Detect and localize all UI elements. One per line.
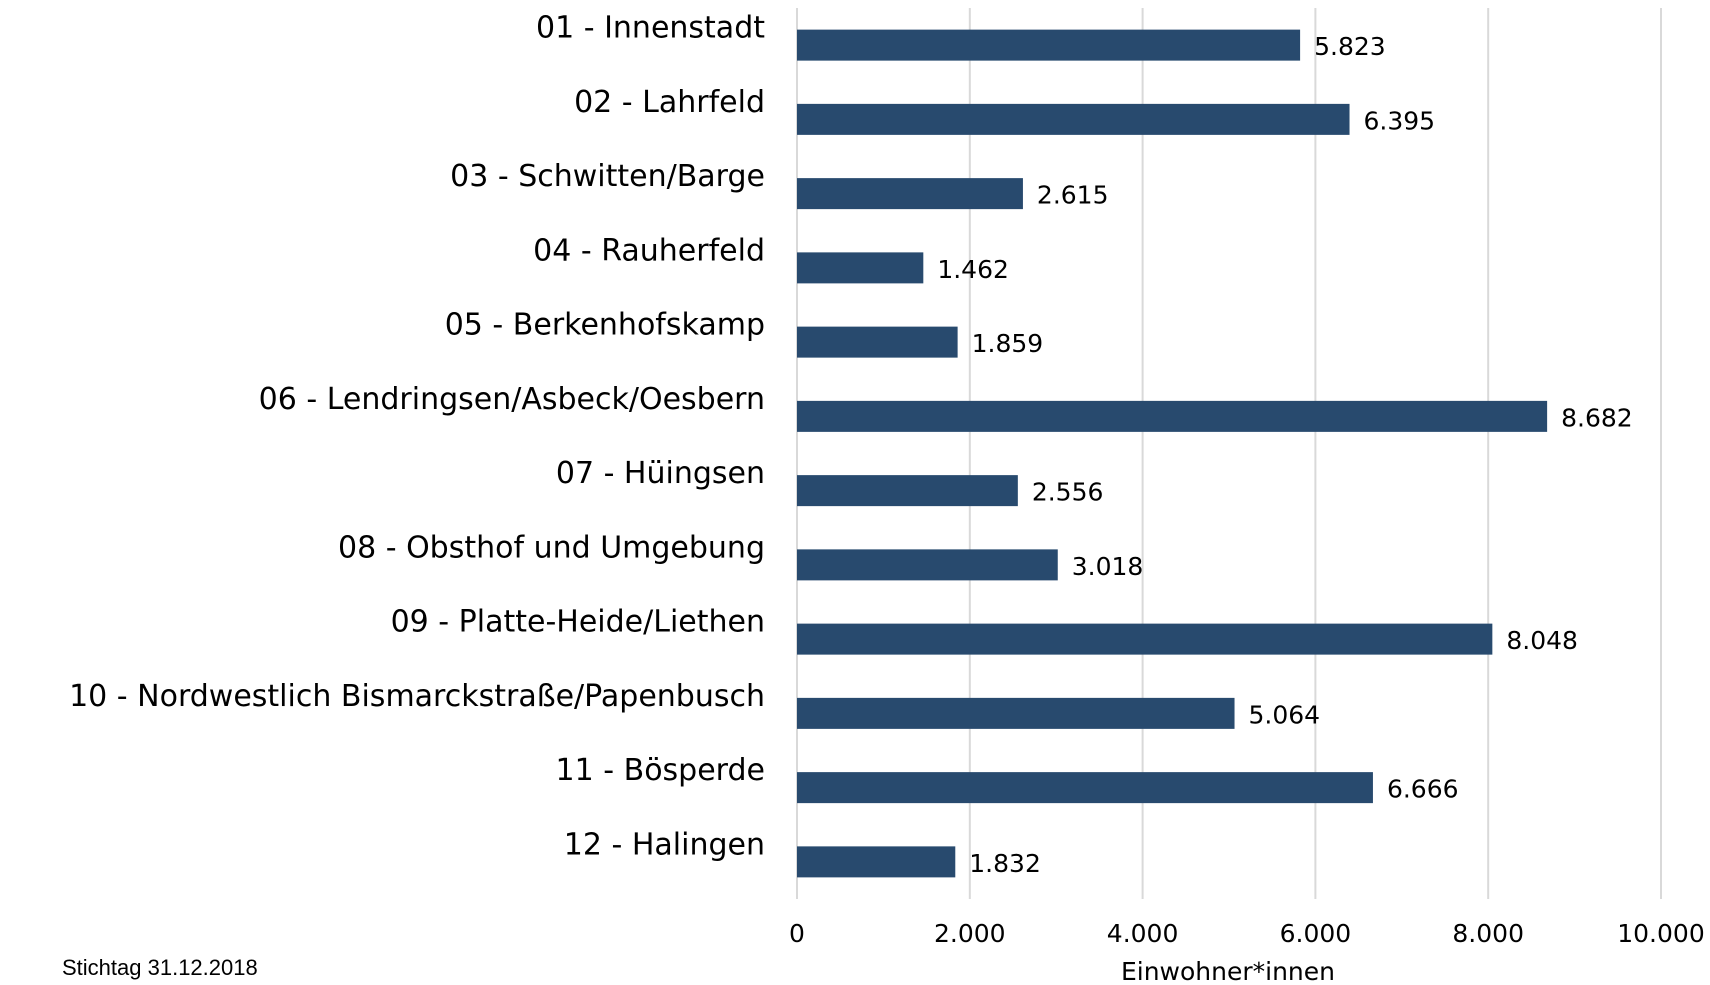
x-tick-label: 0 bbox=[789, 919, 805, 948]
data-label: 3.018 bbox=[1072, 552, 1144, 581]
y-tick-label: 02 - Lahrfeld bbox=[574, 85, 765, 120]
bar bbox=[797, 29, 1301, 61]
data-label: 6.666 bbox=[1387, 775, 1459, 804]
bar bbox=[797, 697, 1235, 729]
bar bbox=[797, 252, 924, 284]
data-label: 8.682 bbox=[1561, 403, 1633, 432]
data-label: 1.859 bbox=[972, 329, 1044, 358]
data-label: 2.615 bbox=[1037, 181, 1109, 210]
data-label: 2.556 bbox=[1032, 478, 1104, 507]
bar bbox=[797, 103, 1350, 135]
bar bbox=[797, 846, 956, 878]
bar bbox=[797, 623, 1493, 655]
data-label: 1.462 bbox=[937, 255, 1009, 284]
bar bbox=[797, 549, 1058, 581]
bar bbox=[797, 400, 1548, 432]
y-tick-label: 10 - Nordwestlich Bismarckstraße/Papenbu… bbox=[69, 679, 765, 714]
y-tick-label: 04 - Rauherfeld bbox=[533, 233, 765, 268]
y-tick-label: 01 - Innenstadt bbox=[536, 11, 765, 46]
data-label: 8.048 bbox=[1506, 626, 1578, 655]
data-label: 5.064 bbox=[1249, 700, 1321, 729]
x-tick-label: 8.000 bbox=[1452, 919, 1524, 948]
y-tick-label: 12 - Halingen bbox=[564, 827, 765, 862]
y-tick-label: 11 - Bösperde bbox=[556, 753, 765, 788]
x-tick-label: 2.000 bbox=[934, 919, 1006, 948]
footnote: Stichtag 31.12.2018 bbox=[62, 955, 258, 980]
y-tick-label: 09 - Platte-Heide/Liethen bbox=[391, 605, 765, 640]
y-tick-label: 08 - Obsthof und Umgebung bbox=[338, 530, 765, 565]
bar bbox=[797, 772, 1373, 804]
data-label: 6.395 bbox=[1364, 106, 1436, 135]
bar bbox=[797, 475, 1018, 507]
x-tick-label: 4.000 bbox=[1107, 919, 1179, 948]
y-tick-label: 03 - Schwitten/Barge bbox=[450, 159, 765, 194]
x-tick-label: 6.000 bbox=[1280, 919, 1352, 948]
y-tick-label: 05 - Berkenhofskamp bbox=[445, 308, 765, 343]
bar bbox=[797, 326, 958, 358]
y-tick-label: 07 - Hüingsen bbox=[556, 456, 765, 491]
x-tick-label: 10.000 bbox=[1617, 919, 1704, 948]
data-label: 1.832 bbox=[969, 849, 1041, 878]
y-tick-label: 06 - Lendringsen/Asbeck/Oesbern bbox=[259, 382, 765, 417]
data-label: 5.823 bbox=[1314, 32, 1386, 61]
bar bbox=[797, 178, 1023, 210]
x-axis-title: Einwohner*innen bbox=[1121, 957, 1335, 985]
